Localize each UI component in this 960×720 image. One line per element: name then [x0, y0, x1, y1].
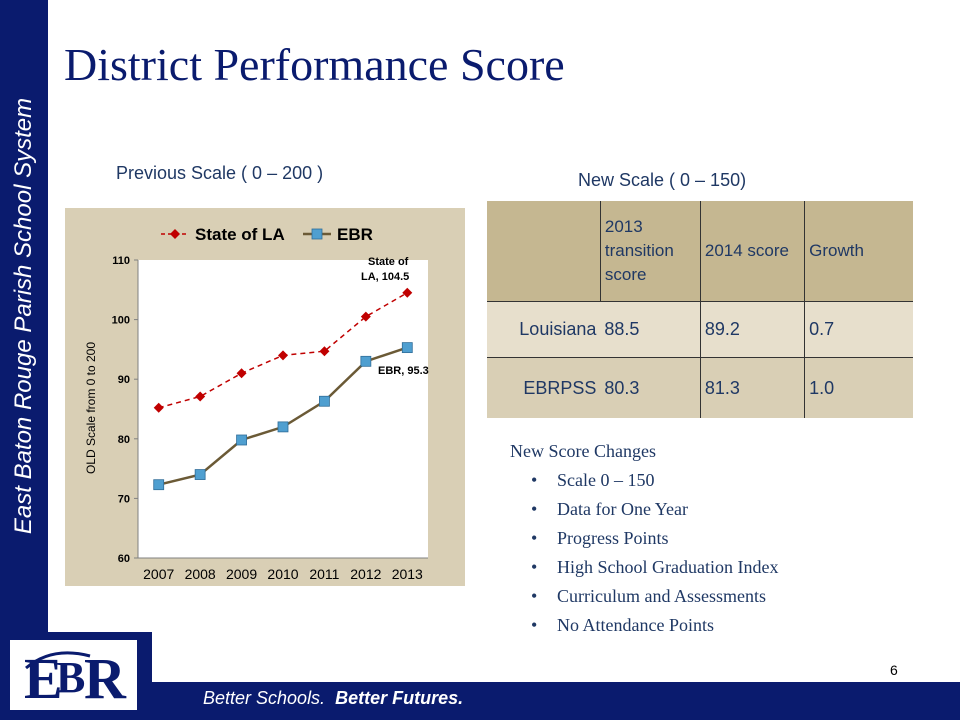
y-tick-label: 100	[112, 315, 130, 327]
y-tick-label: 110	[112, 255, 130, 267]
data-point-state-of-la	[153, 402, 164, 413]
y-tick-label: 80	[118, 434, 130, 446]
list-item: Data for One Year	[531, 495, 778, 524]
footer-tagline: Better Schools. Better Futures.	[203, 688, 463, 709]
logo-letter-r: R	[84, 646, 127, 710]
table-cell: 81.3	[699, 357, 805, 418]
data-point-ebr	[319, 395, 330, 407]
data-point-state-of-la	[236, 368, 247, 379]
x-tick-label: 2013	[392, 566, 423, 582]
new-scale-label: New Scale ( 0 – 150)	[578, 170, 747, 190]
data-point-state-of-la	[278, 350, 288, 361]
y-tick-label: 60	[118, 553, 130, 565]
table-cell: 80.3	[600, 357, 701, 418]
data-point-ebr	[277, 421, 289, 433]
list-item: No Attendance Points	[531, 611, 778, 640]
table-header-cell: Growth	[804, 201, 913, 302]
data-point-state-of-la	[360, 311, 371, 322]
changes-list: Scale 0 – 150 Data for One Year Progress…	[510, 466, 779, 640]
data-point-ebr	[360, 355, 372, 367]
data-point-ebr	[401, 342, 413, 354]
state-annotation-line-2: LA, 104.5	[361, 271, 409, 283]
table-cell: EBRPSS	[487, 357, 601, 418]
table-row: EBRPSS 80.3 81.3 1.0	[487, 357, 913, 418]
legend-label-ebr: EBR	[337, 225, 373, 244]
list-item: Curriculum and Assessments	[531, 582, 778, 611]
line-chart: 60 70 80 90 100 110 2007 2008 2009 2010 2011 2012 20…	[84, 225, 429, 582]
data-point-state-of-la	[319, 346, 330, 357]
previous-scale-label: Previous Scale ( 0 – 200 )	[116, 163, 324, 183]
table-cell: 88.5	[600, 301, 701, 358]
legend-marker-state-of-la	[170, 229, 180, 239]
list-item: Scale 0 – 150	[531, 466, 778, 495]
page-title: District Performance Score	[64, 39, 565, 90]
table-cell: 0.7	[804, 301, 913, 358]
y-axis-label: OLD Scale from 0 to 200	[84, 342, 98, 474]
table-header-row: 2013 transition score 2014 score Growth	[487, 201, 913, 302]
x-tick-label: 2011	[309, 566, 339, 582]
logo-swoosh	[25, 651, 91, 670]
data-point-ebr	[194, 469, 206, 480]
data-point-ebr	[236, 434, 247, 446]
tagline-part-2: Better Futures.	[335, 688, 464, 708]
tagline-part-1: Better Schools.	[203, 688, 326, 708]
ebr-annotation: EBR, 95.3	[378, 365, 429, 377]
table-cell: Louisiana	[487, 301, 601, 358]
sidebar: East Baton Rouge Parish School System	[0, 0, 48, 632]
table-header-cell	[487, 201, 601, 302]
x-tick-label: 2010	[267, 566, 298, 582]
table-header-cell: 2013 transition score	[599, 201, 701, 302]
ebr-logo-graphic: E B R	[24, 646, 127, 711]
ebr-logo: E B R	[10, 640, 137, 711]
legend-marker-ebr	[311, 228, 323, 240]
list-item: Progress Points	[531, 524, 778, 553]
table-cell: 1.0	[804, 357, 913, 418]
list-item: High School Graduation Index	[531, 553, 779, 582]
table-cell: 89.2	[699, 301, 805, 358]
x-tick-label: 2008	[185, 566, 216, 582]
table-row: Louisiana 88.5 89.2 0.7	[487, 301, 913, 358]
logo-letter-b: B	[56, 653, 85, 702]
data-point-ebr	[153, 479, 165, 491]
changes-title: New Score Changes	[510, 441, 656, 461]
plot-area	[138, 260, 428, 558]
state-annotation-line-1: State of	[368, 256, 409, 268]
sidebar-text: East Baton Rouge Parish School System	[10, 97, 37, 535]
footer-bar	[0, 682, 960, 720]
slide-number: 6	[890, 662, 898, 678]
legend-label-state-of-la: State of LA	[195, 225, 285, 244]
y-tick-label: 90	[118, 374, 130, 386]
score-table: 2013 transition score 2014 score Growth …	[487, 201, 913, 418]
chart-panel: 60 70 80 90 100 110 2007 2008 2009 2010 2011 2012 20…	[65, 208, 465, 586]
x-tick-label: 2012	[350, 566, 381, 582]
x-tick-label: 2007	[143, 566, 174, 582]
x-tick-label: 2009	[226, 566, 257, 582]
data-point-state-of-la	[195, 391, 206, 402]
y-tick-label: 70	[118, 493, 130, 505]
data-point-state-of-la	[402, 287, 413, 298]
new-score-changes: New Score Changes Scale 0 – 150 Data for…	[510, 440, 778, 640]
table-header-cell: 2014 score	[699, 201, 805, 302]
